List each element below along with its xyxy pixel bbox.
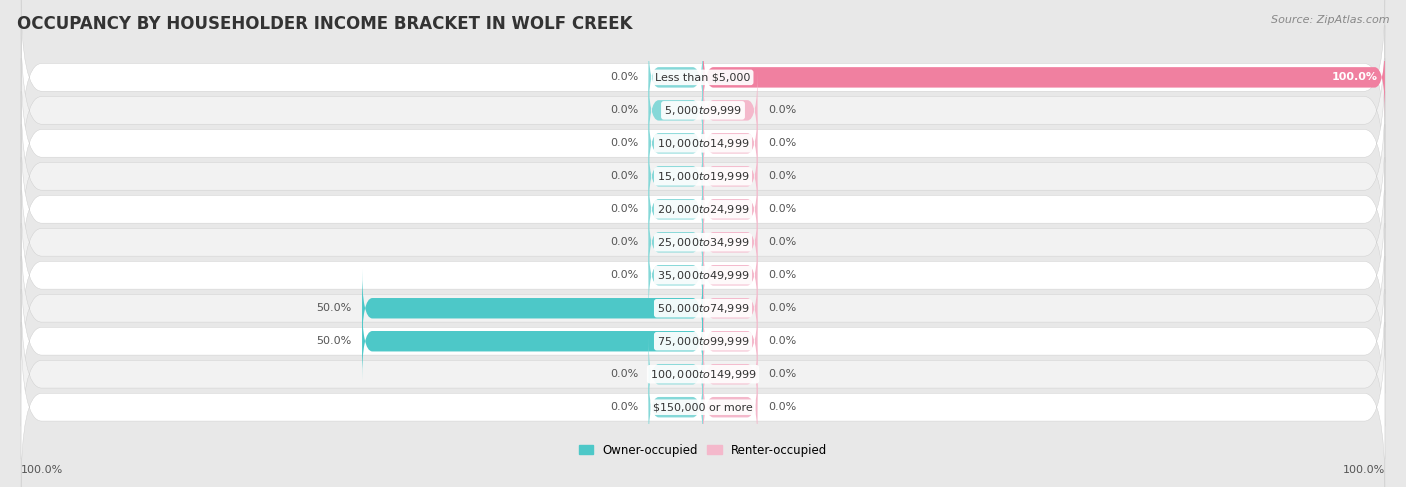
FancyBboxPatch shape [363,269,703,348]
Text: 0.0%: 0.0% [610,138,638,149]
FancyBboxPatch shape [703,368,758,447]
Text: 0.0%: 0.0% [768,205,796,214]
FancyBboxPatch shape [21,322,1385,487]
FancyBboxPatch shape [703,335,758,413]
Text: 0.0%: 0.0% [768,171,796,181]
Text: 100.0%: 100.0% [21,465,63,475]
Text: 0.0%: 0.0% [610,171,638,181]
Text: $10,000 to $14,999: $10,000 to $14,999 [657,137,749,150]
Text: 0.0%: 0.0% [768,138,796,149]
Text: Less than $5,000: Less than $5,000 [655,73,751,82]
Text: 0.0%: 0.0% [610,105,638,115]
FancyBboxPatch shape [21,25,1385,195]
Text: $150,000 or more: $150,000 or more [654,402,752,412]
Text: 0.0%: 0.0% [768,237,796,247]
Text: 0.0%: 0.0% [768,402,796,412]
FancyBboxPatch shape [21,190,1385,360]
Text: 0.0%: 0.0% [768,270,796,280]
Text: $35,000 to $49,999: $35,000 to $49,999 [657,269,749,282]
Text: 0.0%: 0.0% [768,336,796,346]
FancyBboxPatch shape [648,236,703,315]
Text: 100.0%: 100.0% [1331,73,1378,82]
FancyBboxPatch shape [703,71,758,150]
FancyBboxPatch shape [648,71,703,150]
Text: $25,000 to $34,999: $25,000 to $34,999 [657,236,749,249]
Text: $75,000 to $99,999: $75,000 to $99,999 [657,335,749,348]
Legend: Owner-occupied, Renter-occupied: Owner-occupied, Renter-occupied [574,439,832,461]
FancyBboxPatch shape [21,124,1385,295]
FancyBboxPatch shape [363,302,703,380]
Text: Source: ZipAtlas.com: Source: ZipAtlas.com [1271,15,1389,25]
FancyBboxPatch shape [21,91,1385,262]
FancyBboxPatch shape [21,289,1385,459]
FancyBboxPatch shape [703,203,758,281]
FancyBboxPatch shape [703,236,758,315]
FancyBboxPatch shape [703,137,758,216]
FancyBboxPatch shape [648,335,703,413]
Text: 0.0%: 0.0% [768,105,796,115]
Text: $50,000 to $74,999: $50,000 to $74,999 [657,302,749,315]
FancyBboxPatch shape [21,223,1385,393]
Text: 0.0%: 0.0% [610,270,638,280]
FancyBboxPatch shape [21,157,1385,327]
FancyBboxPatch shape [648,203,703,281]
Text: 0.0%: 0.0% [610,402,638,412]
Text: 0.0%: 0.0% [610,73,638,82]
Text: $100,000 to $149,999: $100,000 to $149,999 [650,368,756,381]
FancyBboxPatch shape [21,58,1385,228]
FancyBboxPatch shape [703,104,758,183]
Text: 0.0%: 0.0% [768,303,796,313]
Text: $20,000 to $24,999: $20,000 to $24,999 [657,203,749,216]
FancyBboxPatch shape [648,368,703,447]
Text: 0.0%: 0.0% [610,369,638,379]
FancyBboxPatch shape [648,38,703,116]
FancyBboxPatch shape [703,269,758,348]
Text: 0.0%: 0.0% [610,237,638,247]
Text: 50.0%: 50.0% [316,303,352,313]
FancyBboxPatch shape [648,104,703,183]
FancyBboxPatch shape [703,38,1385,116]
Text: 0.0%: 0.0% [610,205,638,214]
FancyBboxPatch shape [648,170,703,248]
Text: OCCUPANCY BY HOUSEHOLDER INCOME BRACKET IN WOLF CREEK: OCCUPANCY BY HOUSEHOLDER INCOME BRACKET … [17,15,633,33]
FancyBboxPatch shape [648,137,703,216]
Text: $15,000 to $19,999: $15,000 to $19,999 [657,170,749,183]
FancyBboxPatch shape [21,0,1385,163]
FancyBboxPatch shape [703,170,758,248]
FancyBboxPatch shape [703,302,758,380]
Text: $5,000 to $9,999: $5,000 to $9,999 [664,104,742,117]
Text: 50.0%: 50.0% [316,336,352,346]
Text: 0.0%: 0.0% [768,369,796,379]
Text: 100.0%: 100.0% [1343,465,1385,475]
FancyBboxPatch shape [21,256,1385,426]
